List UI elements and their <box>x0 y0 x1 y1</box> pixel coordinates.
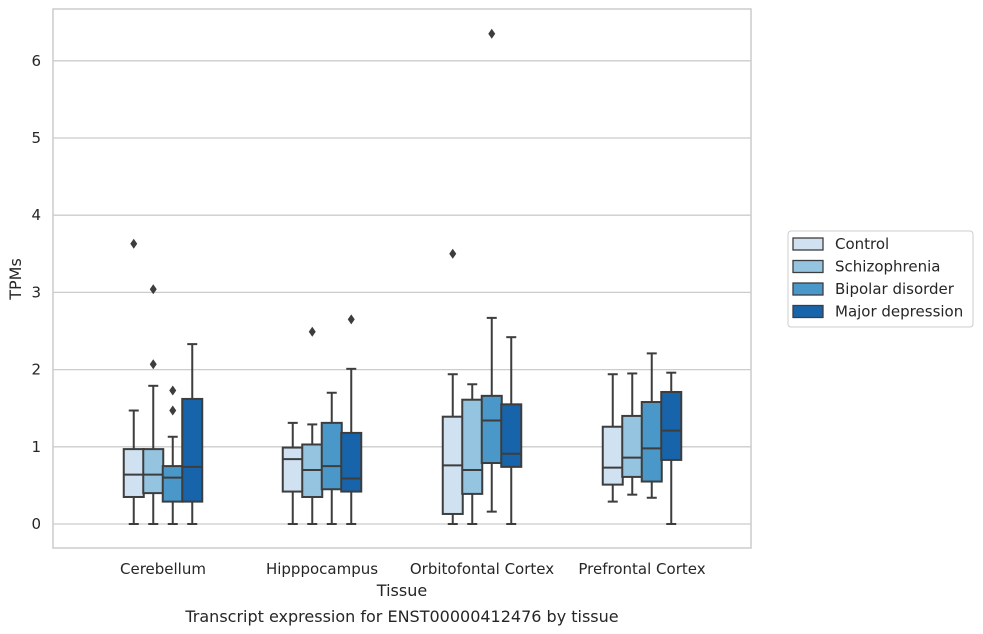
box <box>660 390 683 461</box>
box-groups <box>122 28 683 525</box>
y-axis-label: TPMs <box>6 258 25 301</box>
legend-label: Major depression <box>835 303 963 321</box>
box <box>320 421 343 491</box>
box <box>181 397 204 503</box>
legend-swatch <box>792 304 824 319</box>
y-tick-labels: 0 1 2 3 4 5 6 <box>31 52 41 533</box>
y-tick-label: 1 <box>31 438 41 456</box>
chart-caption: Transcript expression for ENST0000041247… <box>184 607 618 626</box>
outlier-point <box>169 405 177 416</box>
box <box>461 398 484 495</box>
series-group <box>142 284 644 525</box>
y-tick-label: 2 <box>31 361 41 379</box>
outlier-point <box>488 28 496 39</box>
legend-swatch <box>792 237 824 251</box>
y-tick-label: 3 <box>31 283 41 301</box>
legend-box <box>787 230 974 328</box>
box <box>142 448 165 495</box>
legend-label: Schizophrenia <box>835 258 940 276</box>
legend: Control Schizophrenia Bipolar disorder Majo… <box>787 230 974 328</box>
outlier-point <box>449 248 457 259</box>
outlier-point <box>308 326 316 337</box>
y-tick-label: 6 <box>31 52 41 70</box>
legend-label: Bipolar disorder <box>835 280 955 298</box>
box <box>480 394 503 465</box>
x-tick-labels: Cerebellum Hipppocampus Orbitofontal Corte… <box>120 560 706 578</box>
box <box>601 425 624 486</box>
x-tick-label: Orbitofontal Cortex <box>410 560 554 578</box>
box <box>161 465 184 503</box>
x-tick-label: Hipppocampus <box>266 560 378 578</box>
legend-swatch <box>792 282 824 296</box>
x-tick-label: Cerebellum <box>120 560 206 578</box>
series-group <box>161 28 663 525</box>
y-tick-label: 4 <box>31 206 41 224</box>
plot-frame <box>52 8 752 549</box>
legend-label: Control <box>835 235 889 253</box>
y-tick-label: 5 <box>31 129 41 147</box>
x-axis-label: Tissue <box>376 581 427 600</box>
series-group <box>122 238 624 525</box>
outlier-point <box>130 238 138 249</box>
box <box>122 448 145 498</box>
outlier-point <box>169 385 177 396</box>
outlier-point <box>149 359 157 370</box>
outlier-point <box>347 314 355 325</box>
box <box>340 431 363 493</box>
outlier-point <box>149 284 157 295</box>
x-tick-label: Prefrontal Cortex <box>578 560 705 578</box>
y-tick-label: 0 <box>31 515 41 533</box>
box <box>621 414 644 478</box>
box <box>281 446 304 493</box>
box <box>500 403 523 468</box>
box <box>640 401 663 483</box>
legend-swatch <box>792 259 824 274</box>
series-group <box>181 314 683 525</box>
